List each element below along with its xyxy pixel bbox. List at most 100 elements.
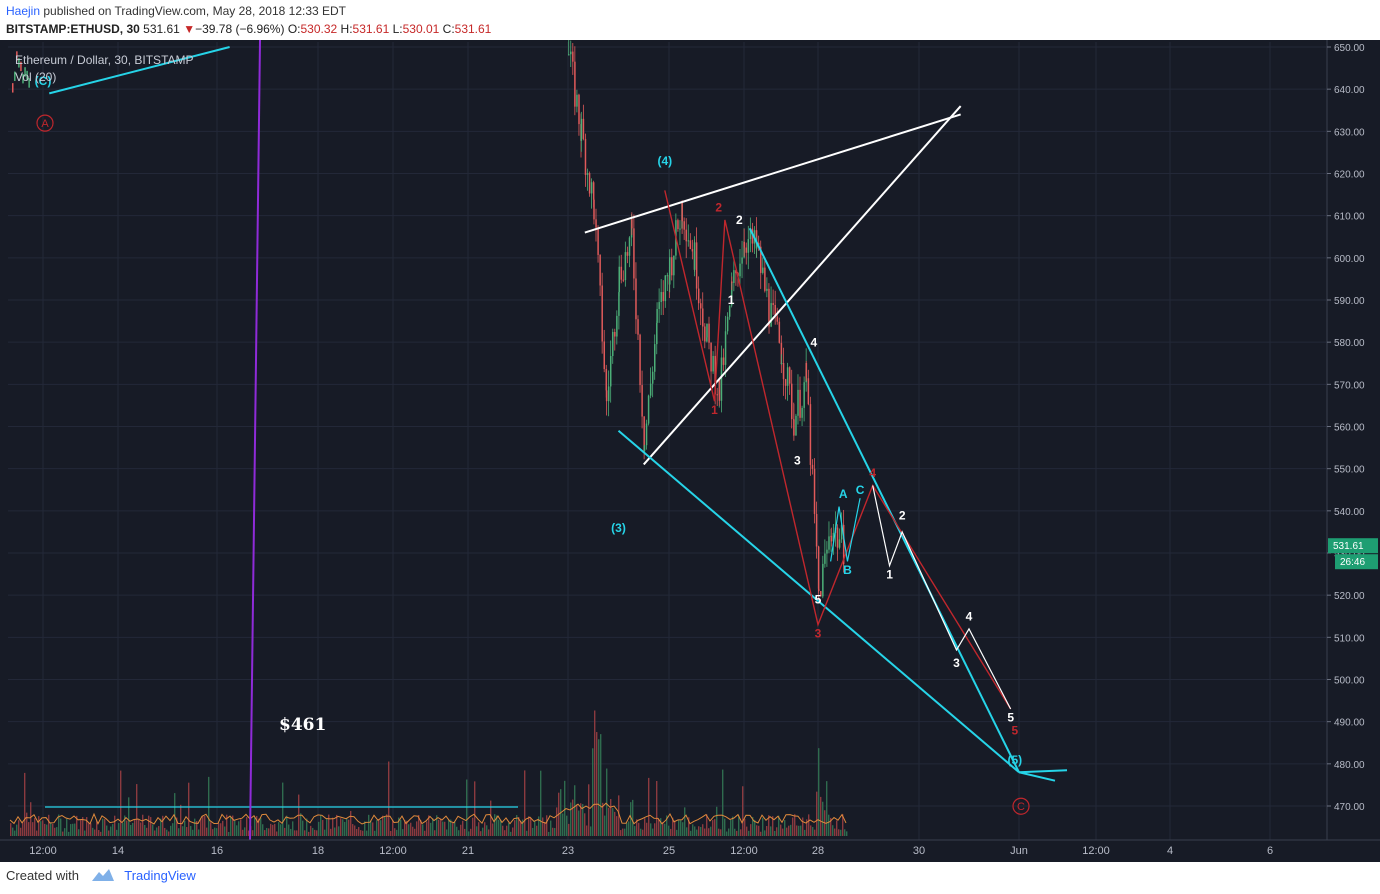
volume-bar [236, 825, 238, 836]
volume-bar [122, 823, 124, 836]
volume-bar [432, 818, 434, 836]
volume-bar [534, 821, 536, 836]
volume-bar [466, 779, 468, 836]
volume-bar [310, 825, 312, 836]
candle-body [599, 254, 601, 286]
volume-bar [90, 823, 92, 836]
close-label: C: [442, 22, 455, 36]
volume-bar [232, 815, 234, 836]
candle-body [718, 379, 721, 401]
price-tick-label: 620.00 [1334, 170, 1365, 181]
volume-bar [566, 815, 568, 836]
volume-bar [272, 824, 274, 836]
candle-body [691, 249, 694, 252]
volume-bar [580, 803, 582, 836]
time-tick-label: Jun [1010, 845, 1028, 857]
volume-bar [474, 781, 476, 836]
volume-bar [614, 811, 616, 836]
volume-bar [364, 821, 366, 836]
candle-body [799, 389, 801, 418]
tradingview-logo-icon[interactable] [91, 868, 115, 885]
volume-bar [36, 830, 38, 836]
volume-bar [780, 824, 782, 836]
volume-bar [110, 826, 112, 836]
candle-body [778, 321, 781, 343]
candle-body [791, 383, 793, 420]
volume-bar [12, 827, 14, 836]
volume-bar [268, 828, 270, 836]
candle-body [730, 281, 733, 306]
volume-bar [810, 825, 812, 836]
volume-bar [598, 739, 600, 836]
volume-bar [410, 822, 412, 836]
volume-bar [84, 830, 86, 836]
candle-body [656, 308, 658, 323]
volume-bar [46, 824, 48, 836]
candle-body [780, 363, 783, 365]
volume-bar [578, 810, 580, 836]
candle-body [614, 331, 616, 337]
time-tick-label: 14 [112, 845, 124, 857]
volume-bar [564, 780, 566, 836]
volume-bar [788, 825, 790, 836]
candle-body [699, 303, 702, 309]
volume-bar [356, 829, 358, 836]
volume-bar [754, 819, 756, 836]
candle-body [760, 246, 762, 273]
volume-bar [58, 814, 60, 836]
candle-body [595, 219, 597, 228]
candle-body [651, 371, 654, 384]
volume-bar [606, 768, 608, 836]
volume-bar [56, 827, 58, 836]
candle-body [784, 379, 787, 386]
symbol-header: BITSTAMP:ETHUSD, 30 531.61 ▼−39.78 (−6.9… [6, 22, 491, 36]
volume-bar [308, 831, 310, 836]
candle-body [664, 275, 667, 302]
candle-body [704, 326, 706, 342]
time-tick-label: 30 [913, 845, 925, 857]
volume-bar [458, 830, 460, 836]
volume-bar [712, 820, 714, 836]
candle-body [635, 278, 637, 320]
countdown-tag [1335, 554, 1378, 570]
wave-label: 5 [1011, 723, 1018, 737]
candle-body [720, 357, 723, 401]
candle-body [716, 394, 718, 396]
volume-bar [52, 823, 54, 836]
published-text: published on TradingView.com, May 28, 20… [43, 4, 347, 18]
volume-bar [222, 820, 224, 836]
volume-bar [416, 821, 418, 836]
volume-bar [826, 781, 828, 836]
volume-bar [120, 770, 122, 836]
candle-body [805, 363, 808, 379]
volume-bar [674, 820, 676, 836]
volume-bar [316, 830, 318, 836]
tradingview-link[interactable]: TradingView [124, 868, 196, 883]
volume-bar [22, 821, 24, 836]
volume-bar [280, 824, 282, 836]
candle-body [733, 270, 735, 284]
volume-bar [278, 822, 280, 836]
volume-bar [230, 816, 232, 836]
grid [8, 42, 1327, 840]
volume-bar [500, 819, 502, 836]
volume-bar [200, 818, 202, 836]
volume-bar [198, 829, 200, 836]
author-link[interactable]: Haejin [6, 4, 41, 18]
volume-bar [504, 830, 506, 836]
volume-bar [540, 770, 542, 836]
candle-body [702, 308, 704, 327]
volume-bar [596, 732, 598, 836]
volume-bar [778, 815, 780, 836]
symbol-label: BITSTAMP:ETHUSD, 30 [6, 22, 140, 36]
volume-bar [216, 828, 218, 836]
volume-bar [506, 825, 508, 836]
volume-bar [668, 825, 670, 836]
chart-panel[interactable]: (C) A (4) (3) (5) C 2 1 3 4 5 2 1 4 3 5 A B C 2 1 4 3 5 650.00 6… [0, 38, 1380, 862]
volume-bar [786, 827, 788, 836]
volume-bar [54, 827, 56, 836]
volume-bar [544, 821, 546, 836]
candle-body [695, 242, 698, 289]
volume-bar [808, 814, 810, 836]
